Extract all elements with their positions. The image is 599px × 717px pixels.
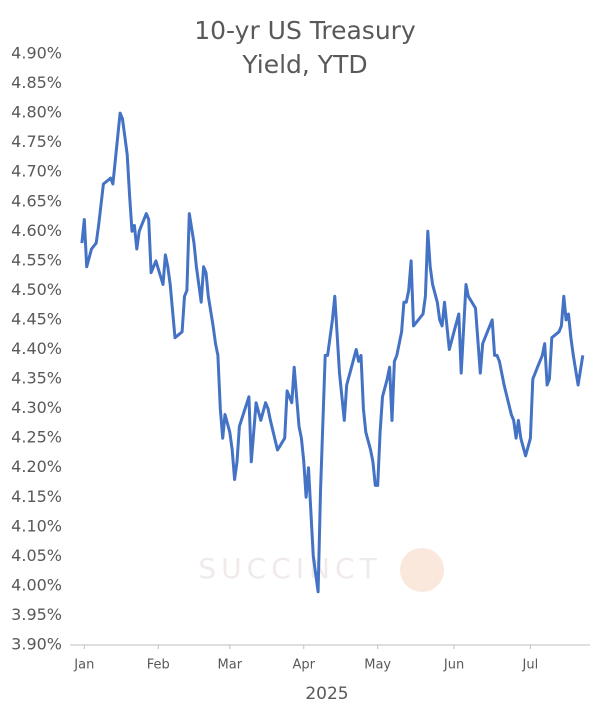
- line-series: [80, 111, 585, 594]
- y-tick-label: 4.75%: [11, 132, 62, 151]
- y-tick-label: 4.70%: [11, 162, 62, 181]
- y-tick-label: 3.90%: [11, 635, 62, 654]
- x-tick-label: Feb: [147, 658, 170, 673]
- y-tick-label: 4.85%: [11, 73, 62, 92]
- y-tick-label: 3.95%: [11, 605, 62, 624]
- x-tick-label: May: [364, 658, 391, 673]
- y-tick-label: 4.10%: [11, 516, 62, 535]
- y-tick-label: 4.05%: [11, 546, 62, 565]
- x-tick-label: Jan: [73, 658, 94, 673]
- watermark-logo: [400, 548, 444, 592]
- watermark: SUCCINCT: [198, 552, 381, 585]
- chart-title: 10-yr US Treasury Yield, YTD: [194, 16, 416, 79]
- y-tick-label: 4.55%: [11, 250, 62, 269]
- y-tick-label: 4.45%: [11, 309, 62, 328]
- y-tick-label: 4.25%: [11, 428, 62, 447]
- y-tick-label: 4.00%: [11, 575, 62, 594]
- y-tick-label: 4.15%: [11, 487, 62, 506]
- x-axis-label: 2025: [305, 684, 348, 704]
- x-tick-label: Jul: [522, 658, 539, 673]
- y-tick-label: 4.20%: [11, 457, 62, 476]
- y-tick-label: 4.90%: [11, 44, 62, 63]
- y-tick-label: 4.50%: [11, 280, 62, 299]
- y-tick-label: 4.40%: [11, 339, 62, 358]
- x-tick-label: Jun: [443, 658, 464, 673]
- y-tick-label: 4.65%: [11, 191, 62, 210]
- y-tick-label: 4.60%: [11, 221, 62, 240]
- x-tick-label: Mar: [218, 658, 243, 673]
- y-tick-label: 4.35%: [11, 369, 62, 388]
- x-tick-label: Apr: [293, 658, 316, 673]
- y-tick-label: 4.80%: [11, 103, 62, 122]
- y-tick-label: 4.30%: [11, 398, 62, 417]
